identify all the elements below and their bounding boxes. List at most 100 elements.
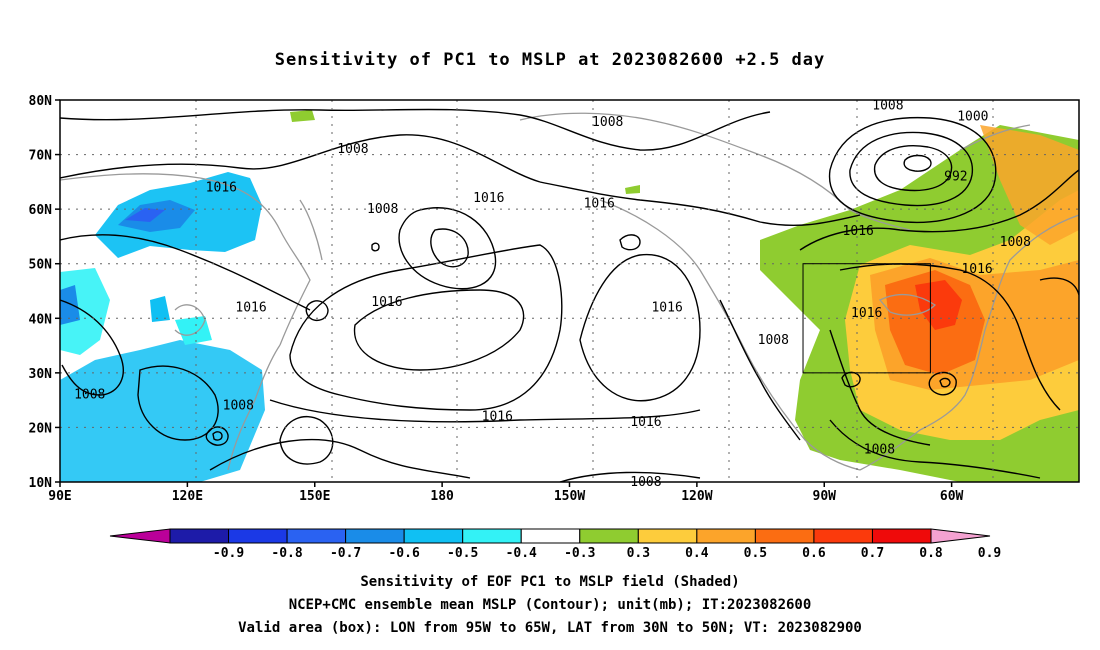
contour-pac-small2 [371, 242, 380, 252]
colorbar-swatch [520, 528, 581, 544]
colorbar-label: 0.6 [802, 546, 826, 561]
contour-label: 992 [944, 169, 967, 184]
contour-label: 1008 [367, 202, 398, 217]
lat-tick-label: 60N [29, 203, 53, 218]
contour-low-mid [849, 131, 974, 207]
contour-atlantic [1039, 277, 1079, 296]
contour-1008-loop [398, 207, 497, 290]
contour-ring-1 [205, 426, 229, 446]
contour-1008-south [209, 438, 471, 479]
colorbar-swatch [579, 528, 639, 544]
contour-label: 1008 [758, 333, 789, 348]
colorbar-label: 0.4 [685, 546, 709, 561]
lon-tick-label: 120W [681, 489, 712, 504]
lat-tick-label: 70N [29, 149, 53, 164]
caption-shading: Sensitivity of EOF PC1 to MSLP field (Sh… [360, 574, 740, 590]
caption-contour: NCEP+CMC ensemble mean MSLP (Contour); u… [288, 597, 812, 613]
contour-ring-east2 [939, 377, 951, 388]
contour-label: 1008 [337, 142, 368, 157]
lon-tick-label: 60W [940, 489, 964, 504]
colorbar-label: -0.6 [388, 546, 419, 561]
colorbar-label: 0.5 [744, 546, 767, 561]
contour-label: 1016 [235, 300, 266, 315]
contour-label: 1016 [473, 191, 504, 206]
colorbar-swatch [637, 528, 698, 544]
contour-low-core [903, 154, 932, 172]
colorbar-label: -0.8 [271, 546, 302, 561]
colorbar-label: -0.7 [330, 546, 361, 561]
contour-1008-na [799, 169, 1079, 251]
colorbar-swatch [228, 528, 288, 544]
contour-label: 1008 [872, 98, 903, 113]
colorbar-swatch [169, 528, 230, 544]
valid-area-box [802, 263, 931, 374]
colorbar-label: -0.5 [447, 546, 478, 561]
negative-patch-2 [60, 285, 80, 325]
latitude-axis: 80N 70N 60N 50N 40N 30N 20N 10N [29, 94, 60, 491]
negative-core-north2 [125, 208, 165, 222]
contour-label: 1016 [651, 300, 682, 315]
contour-1016-north [60, 134, 541, 183]
lat-tick-label: 30N [29, 367, 53, 382]
colorbar-right-arrow [930, 528, 991, 544]
contour-1008-asia2 [137, 365, 219, 441]
colorbar-label: 0.7 [861, 546, 884, 561]
contour-label: 1016 [843, 224, 874, 239]
colorbar-swatch [345, 528, 405, 544]
lat-tick-label: 20N [29, 421, 53, 436]
contour-low-outer [828, 116, 997, 224]
contour-label: 1016 [961, 262, 992, 277]
contour-label: 1016 [371, 295, 402, 310]
caption-valid-area: Valid area (box): LON from 95W to 65W, L… [238, 620, 862, 636]
positive-patch-b [625, 185, 640, 194]
lon-tick-label: 90E [48, 489, 71, 504]
contour-ring-east [928, 371, 957, 396]
colorbar-swatch [462, 528, 522, 544]
colorbar-swatch [871, 528, 932, 544]
colorbar-left-arrow [109, 528, 171, 544]
colorbar-label: -0.4 [506, 546, 537, 561]
lon-tick-label: 120E [172, 489, 203, 504]
contour-label: 1016 [584, 197, 615, 212]
contour-1016-big [289, 244, 563, 411]
contour-labels: 1008 1016 1016 1008 1008 1016 1008 1016 1016 1008… [74, 98, 1031, 490]
contour-1016-south [269, 399, 701, 423]
negative-patch-1 [175, 316, 212, 345]
lon-tick-label: 90W [813, 489, 837, 504]
plot-title: Sensitivity of PC1 to MSLP at 2023082600… [274, 50, 826, 70]
colorbar-swatch [754, 528, 815, 544]
lon-tick-label: 150W [554, 489, 585, 504]
contour-low-inner [873, 145, 953, 192]
contour-loop-sw [279, 415, 334, 465]
lon-tick-label: 150E [299, 489, 330, 504]
colorbar-swatch [403, 528, 464, 544]
colorbar-label: 0.3 [627, 546, 650, 561]
lat-tick-label: 50N [29, 258, 53, 273]
contour-label: 1016 [851, 306, 882, 321]
contour-label: 1008 [223, 399, 254, 414]
contour-1016-high [353, 289, 525, 371]
contour-label: 1008 [74, 388, 105, 403]
contour-1008-bottom [559, 471, 701, 482]
negative-shading-south [60, 340, 265, 482]
contour-1016-arc [539, 181, 861, 227]
contour-label: 1008 [1000, 235, 1031, 250]
colorbar-label: -0.9 [213, 546, 244, 561]
lat-tick-label: 10N [29, 476, 53, 491]
contour-label: 1016 [206, 180, 237, 195]
colorbar: -0.9 -0.8 -0.7 -0.6 -0.5 -0.4 -0.3 0.3 0.4 0.5 0.6… [109, 528, 1001, 561]
colorbar-swatch [286, 528, 347, 544]
contour-1008-north [60, 108, 771, 151]
contour-ring-3 [305, 300, 329, 322]
colorbar-label: 0.9 [978, 546, 1001, 561]
positive-patch-a [290, 110, 315, 122]
colorbar-label: -0.3 [564, 546, 595, 561]
contour-label: 1008 [864, 442, 895, 457]
longitude-axis: 90E 120E 150E 180 150W 120W 90W 60W [48, 482, 964, 504]
contour-1008-inner [430, 228, 469, 268]
colorbar-label: 0.8 [919, 546, 943, 561]
contour-1008-na-south [829, 419, 1041, 479]
colorbar-swatch [696, 528, 756, 544]
contour-coastal [719, 299, 801, 441]
